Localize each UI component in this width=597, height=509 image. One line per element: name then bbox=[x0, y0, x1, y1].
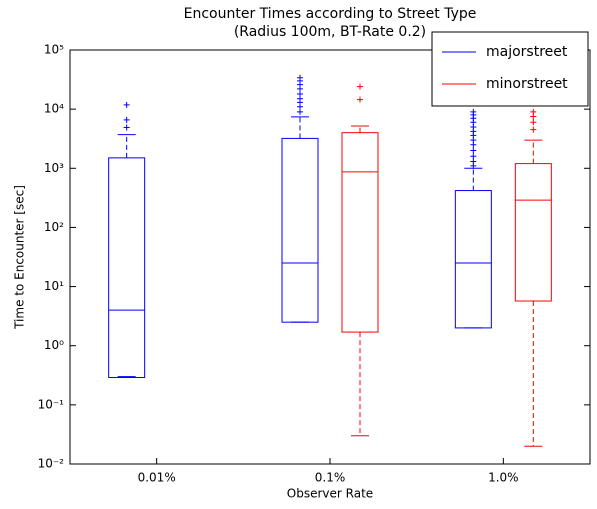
x-tick-label: 0.01% bbox=[138, 471, 176, 485]
y-tick-label: 10⁴ bbox=[44, 102, 64, 116]
legend-label: minorstreet bbox=[486, 76, 568, 92]
box bbox=[281, 137, 319, 323]
outlier bbox=[530, 126, 537, 133]
outlier bbox=[357, 83, 363, 90]
outlier bbox=[470, 158, 477, 165]
y-tick-label: 10⁰ bbox=[44, 338, 64, 352]
outlier bbox=[123, 101, 130, 108]
chart-subtitle: (Radius 100m, BT-Rate 0.2) bbox=[234, 24, 426, 40]
box bbox=[514, 163, 552, 302]
box bbox=[341, 132, 379, 333]
outlier bbox=[123, 116, 130, 123]
outlier bbox=[123, 124, 130, 131]
y-tick-label: 10¹ bbox=[44, 279, 64, 293]
x-tick-label: 1.0% bbox=[488, 471, 519, 485]
legend-label: majorstreet bbox=[486, 44, 568, 60]
y-tick-label: 10⁻² bbox=[38, 457, 65, 471]
outlier bbox=[470, 153, 477, 160]
box bbox=[108, 157, 146, 379]
y-tick-label: 10⁻¹ bbox=[38, 397, 65, 411]
plot-frame bbox=[69, 49, 591, 465]
y-tick-label: 10³ bbox=[44, 161, 64, 175]
legend-box bbox=[431, 31, 589, 107]
outlier bbox=[470, 108, 477, 115]
y-tick-label: 10² bbox=[44, 220, 64, 234]
outlier bbox=[357, 96, 363, 103]
chart-title: Encounter Times according to Street Type bbox=[184, 6, 477, 22]
outlier bbox=[297, 91, 303, 98]
y-tick-label: 10⁵ bbox=[44, 43, 64, 57]
outlier bbox=[297, 74, 303, 81]
box bbox=[454, 190, 492, 329]
outlier bbox=[470, 147, 477, 154]
x-tick-label: 0.1% bbox=[315, 471, 346, 485]
outlier bbox=[530, 108, 537, 115]
outlier bbox=[530, 119, 537, 126]
outlier bbox=[297, 108, 303, 115]
y-axis-label: Time to Encounter [sec] bbox=[13, 185, 27, 330]
x-axis-label: Observer Rate bbox=[287, 487, 373, 501]
